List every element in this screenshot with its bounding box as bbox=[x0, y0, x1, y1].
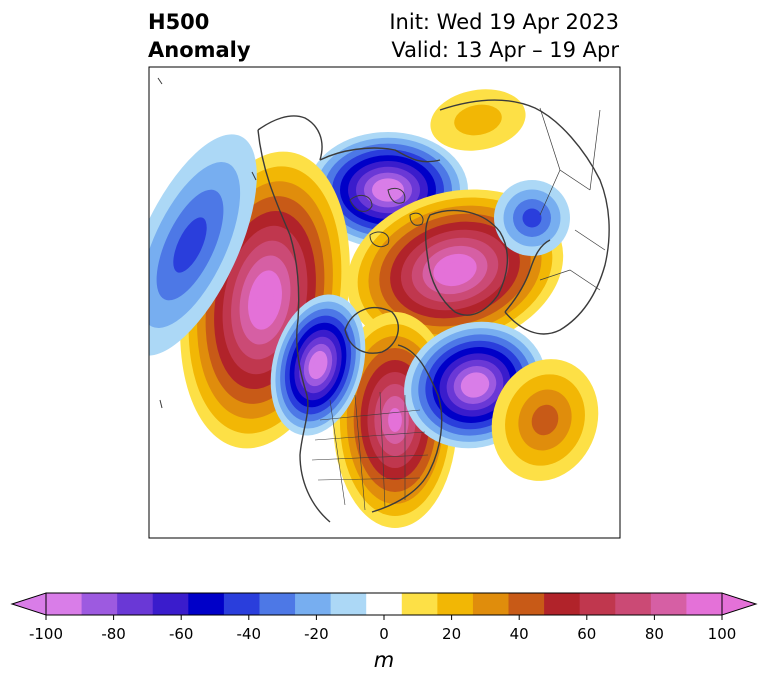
colorbar-bin bbox=[686, 593, 723, 615]
coastline-greenland bbox=[424, 209, 509, 316]
contour-band bbox=[388, 408, 402, 432]
colorbar-bin bbox=[437, 593, 474, 615]
map-frame bbox=[148, 66, 621, 539]
coastline-hudson-bay bbox=[344, 307, 400, 354]
anomaly-negative-9 bbox=[494, 180, 570, 256]
colorbar-bin bbox=[46, 593, 83, 615]
contour-band bbox=[444, 261, 466, 279]
anomaly-negative-5 bbox=[270, 294, 366, 436]
chart-title-left: H500 Anomaly bbox=[148, 8, 251, 64]
contour-band bbox=[313, 357, 323, 373]
colorbar-bin bbox=[366, 593, 403, 615]
colorbar-tick-label: -20 bbox=[304, 625, 329, 643]
colorbar-tick-label: -100 bbox=[29, 625, 63, 643]
title-field: Anomaly bbox=[148, 38, 251, 62]
colorbar-bin bbox=[544, 593, 581, 615]
colorbar-bin bbox=[259, 593, 296, 615]
title-variable: H500 bbox=[148, 10, 210, 34]
coastline-arctic-canada bbox=[319, 147, 441, 163]
borders-eurasia bbox=[539, 107, 606, 291]
colorbar-bin bbox=[223, 593, 260, 615]
anomaly-fields bbox=[149, 89, 599, 528]
colorbar-tick-label: 60 bbox=[577, 625, 596, 643]
contour-band bbox=[256, 285, 274, 315]
colorbar-bin bbox=[615, 593, 652, 615]
colorbar-tick-label: -40 bbox=[237, 625, 262, 643]
colorbar-tick-label: 40 bbox=[510, 625, 529, 643]
colorbar-bin bbox=[650, 593, 687, 615]
state-borders bbox=[311, 391, 429, 511]
colorbar-over-arrow bbox=[721, 592, 758, 616]
colorbar-tick-label: -60 bbox=[169, 625, 194, 643]
title-init-date: Init: Wed 19 Apr 2023 bbox=[389, 10, 619, 34]
coastline-na-west bbox=[257, 129, 331, 523]
colorbar-bin bbox=[472, 593, 510, 615]
colorbar-unit-label: m bbox=[374, 648, 394, 672]
colorbar-under-arrow bbox=[10, 592, 47, 616]
coastline-eurasia bbox=[439, 99, 610, 335]
title-valid-range: Valid: 13 Apr – 19 Apr bbox=[391, 38, 619, 62]
colorbar-bin bbox=[117, 593, 154, 615]
contour-band bbox=[467, 378, 483, 392]
anomaly-positive-8 bbox=[491, 359, 599, 481]
colorbar-bin bbox=[401, 593, 438, 615]
coastline-pacific-islands bbox=[157, 77, 257, 409]
chart-title-right: Init: Wed 19 Apr 2023 Valid: 13 Apr – 19… bbox=[389, 8, 619, 64]
colorbar-bin bbox=[295, 593, 332, 615]
colorbar-ticks: -100 -80 -60 -40 -20 0 20 40 60 80 100 bbox=[29, 615, 736, 643]
anomaly-negative-7 bbox=[149, 134, 257, 356]
anomaly-positive-10 bbox=[430, 89, 526, 151]
colorbar-tick-label: 20 bbox=[442, 625, 461, 643]
colorbar-bins bbox=[46, 593, 723, 615]
colorbar-tick-label: 100 bbox=[708, 625, 737, 643]
colorbar-bin bbox=[152, 593, 189, 615]
coastlines bbox=[157, 77, 610, 523]
colorbar-bin bbox=[330, 593, 367, 615]
coastline-alaska bbox=[257, 115, 323, 161]
colorbar-tick-label: 80 bbox=[645, 625, 664, 643]
colorbar-tick-label: 0 bbox=[379, 625, 389, 643]
colorbar-bin bbox=[188, 593, 225, 615]
colorbar-tick-label: -80 bbox=[101, 625, 126, 643]
colorbar-bin bbox=[81, 593, 118, 615]
contour-band bbox=[522, 208, 542, 228]
contour-band bbox=[531, 404, 559, 436]
coastline-na-east bbox=[371, 344, 443, 513]
contour-band bbox=[173, 217, 207, 273]
contour-band bbox=[454, 104, 502, 136]
coastline-islands bbox=[349, 187, 424, 248]
colorbar-bin bbox=[508, 593, 545, 615]
coastline-scandinavia bbox=[504, 239, 551, 313]
colorbar-bin bbox=[579, 593, 616, 615]
